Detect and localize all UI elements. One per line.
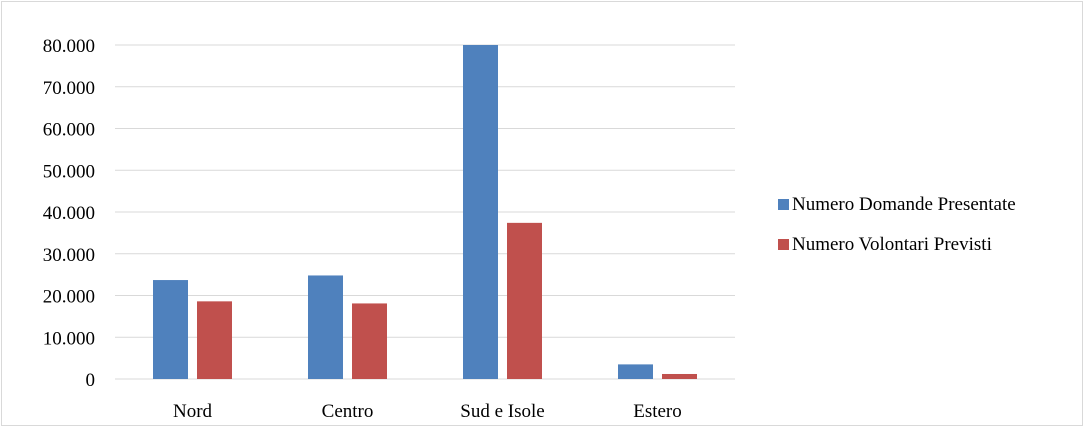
bar-volontari-estero [662,373,697,379]
bar-volontari-centro [352,303,387,379]
x-category-label: Sud e Isole [460,401,544,422]
bar-domande-sud-e-isole [463,45,498,379]
y-tick-label: 10.000 [43,328,95,349]
x-category-label: Nord [173,401,213,422]
x-category-label: Centro [322,401,374,422]
x-axis-category-labels: Nord Centro Sud e Isole Estero [173,401,682,422]
legend: Numero Domande Presentate Numero Volontar… [778,194,1016,255]
x-category-label: Estero [633,401,682,422]
y-tick-label: 70.000 [43,78,95,99]
bar-volontari-sud-e-isole [507,222,542,379]
bar-domande-nord [153,280,188,379]
y-tick-label: 60.000 [43,120,95,141]
bars [153,45,697,379]
y-tick-label: 30.000 [43,245,95,266]
bar-volontari-nord [197,301,232,379]
y-tick-label: 40.000 [43,203,95,224]
y-axis-tick-labels: 0 10.000 20.000 30.000 40.000 50.000 60.000 70.… [43,36,95,391]
bar-domande-estero [618,364,653,379]
legend-swatch [778,199,789,210]
y-tick-label: 50.000 [43,161,95,182]
legend-label: Numero Domande Presentate [792,194,1016,215]
y-tick-label: 20.000 [43,287,95,308]
legend-label: Numero Volontari Previsti [792,234,992,255]
y-tick-label: 80.000 [43,36,95,57]
legend-swatch [778,239,789,250]
y-tick-label: 0 [86,370,96,391]
bar-domande-centro [308,275,343,379]
